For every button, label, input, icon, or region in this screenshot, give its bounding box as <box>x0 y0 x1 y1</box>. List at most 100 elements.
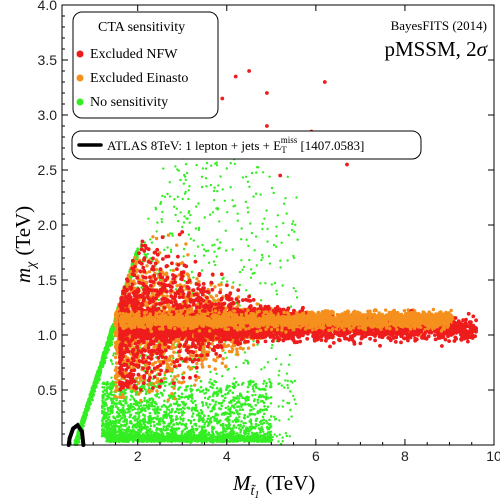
scatter-point <box>254 235 258 238</box>
scatter-point <box>263 217 266 220</box>
scatter-point <box>150 241 154 244</box>
scatter-point <box>200 427 204 430</box>
scatter-point <box>164 380 168 384</box>
scatter-point <box>184 163 188 166</box>
scatter-point <box>243 413 246 417</box>
scatter-point <box>179 178 182 182</box>
scatter-point <box>102 381 105 385</box>
scatter-point <box>169 250 173 254</box>
scatter-point <box>211 244 214 247</box>
scatter-point <box>205 185 208 188</box>
scatter-point <box>201 401 204 405</box>
scatter-point <box>197 202 200 205</box>
scatter-point <box>264 282 267 285</box>
scatter-point <box>122 404 125 407</box>
scatter-point <box>201 412 204 415</box>
scatter-point <box>165 415 168 418</box>
scatter-point <box>111 362 114 366</box>
scatter-point <box>252 195 255 198</box>
scatter-point <box>221 188 224 191</box>
scatter-point <box>201 243 204 247</box>
scatter-point <box>209 370 212 374</box>
scatter-point <box>179 211 182 214</box>
scatter-point <box>266 434 269 438</box>
scatter-point <box>109 333 112 337</box>
scatter-point <box>101 386 104 389</box>
scatter-point <box>284 432 287 435</box>
scatter-point <box>270 186 274 190</box>
scatter-point <box>194 424 198 427</box>
scatter-point <box>112 404 115 407</box>
scatter-point <box>190 399 193 403</box>
scatter-point <box>263 379 266 383</box>
scatter-point <box>104 425 108 428</box>
scatter-point <box>168 395 171 398</box>
scatter-point <box>292 220 295 223</box>
scatter-point <box>228 389 231 393</box>
scatter-point <box>217 184 220 187</box>
scatter-point <box>171 407 174 411</box>
scatter-point <box>286 386 290 389</box>
scatter-point <box>163 384 167 388</box>
scatter-point <box>106 386 109 389</box>
scatter-point <box>211 211 215 214</box>
scatter-point <box>110 343 114 346</box>
scatter-point <box>253 413 257 416</box>
scatter-point <box>215 161 218 164</box>
scatter-point <box>76 437 80 440</box>
scatter-point <box>107 439 110 442</box>
scatter-point <box>177 427 181 430</box>
scatter-point <box>159 201 163 204</box>
scatter-point <box>250 171 254 175</box>
scatter-point <box>206 406 210 409</box>
scatter-point <box>91 398 94 402</box>
scatter-point <box>82 424 85 428</box>
scatter-point <box>214 263 217 267</box>
scatter-point <box>115 410 119 414</box>
scatter-point <box>257 387 261 391</box>
scatter-point <box>281 405 284 408</box>
scatter-point <box>259 400 262 403</box>
scatter-point <box>227 415 230 419</box>
scatter-point <box>118 412 121 416</box>
scatter-point <box>136 248 139 251</box>
scatter-point <box>140 440 144 443</box>
scatter-point <box>137 415 141 418</box>
scatter-point <box>268 378 271 381</box>
scatter-point <box>198 425 201 428</box>
scatter-point <box>104 347 108 351</box>
scatter-point <box>228 421 231 425</box>
scatter-point <box>231 199 234 202</box>
scatter-point <box>166 246 169 249</box>
scatter-point <box>160 218 163 221</box>
scatter-point <box>241 396 244 400</box>
scatter-point <box>172 205 176 208</box>
scatter-point <box>238 283 241 287</box>
scatter-point <box>212 260 216 263</box>
scatter-point <box>106 341 109 345</box>
scatter-point <box>148 397 151 401</box>
scatter-point <box>175 378 178 381</box>
scatter-point <box>118 439 121 443</box>
scatter-point <box>130 422 133 425</box>
scatter-point <box>170 428 174 431</box>
scatter-point <box>197 418 201 422</box>
scatter-point <box>219 241 222 244</box>
scatter-point <box>276 214 279 217</box>
scatter-point <box>225 249 228 252</box>
scatter-point <box>227 405 230 408</box>
scatter-point <box>264 392 268 395</box>
scatter-point <box>256 398 260 402</box>
scatter-point <box>250 426 254 430</box>
scatter-point <box>240 405 243 408</box>
scatter-point <box>194 403 198 407</box>
scatter-point <box>182 255 185 258</box>
scatter-point <box>218 246 221 250</box>
scatter-point <box>271 438 274 442</box>
scatter-point <box>269 415 273 418</box>
scatter-point <box>151 398 155 401</box>
scatter-point <box>176 168 179 171</box>
scatter-point <box>174 213 177 217</box>
scatter-point <box>192 239 195 242</box>
